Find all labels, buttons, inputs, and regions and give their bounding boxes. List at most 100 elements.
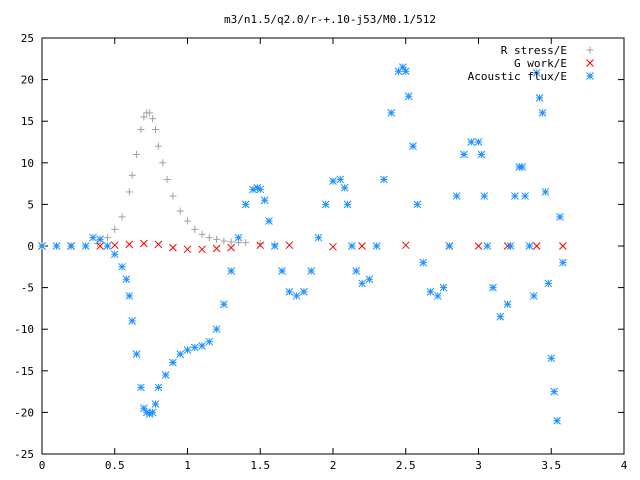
data-point bbox=[89, 233, 97, 242]
data-point bbox=[249, 185, 257, 194]
data-point bbox=[329, 242, 337, 251]
data-point bbox=[227, 238, 235, 246]
data-point bbox=[183, 346, 192, 354]
data-point bbox=[445, 242, 454, 250]
data-point bbox=[198, 230, 206, 238]
y-tick-label: -10 bbox=[14, 323, 34, 336]
data-point bbox=[480, 192, 489, 200]
data-point bbox=[242, 239, 250, 247]
data-point bbox=[483, 242, 492, 250]
data-point bbox=[191, 225, 199, 233]
data-point bbox=[213, 235, 221, 243]
data-point bbox=[348, 242, 356, 250]
y-tick-label: -25 bbox=[14, 448, 34, 461]
data-point bbox=[419, 258, 428, 267]
data-point bbox=[227, 243, 236, 252]
data-point bbox=[110, 241, 119, 250]
legend-marker bbox=[586, 46, 594, 54]
data-point bbox=[38, 242, 46, 250]
data-point bbox=[140, 113, 148, 121]
data-point bbox=[125, 292, 134, 300]
data-point bbox=[511, 192, 519, 200]
data-point bbox=[307, 267, 316, 275]
data-point bbox=[241, 200, 250, 209]
data-point bbox=[256, 185, 265, 194]
data-point bbox=[413, 200, 422, 209]
x-tick-label: 3 bbox=[475, 459, 482, 472]
data-point bbox=[506, 242, 515, 250]
data-point bbox=[256, 240, 264, 248]
data-point bbox=[151, 400, 160, 408]
data-point bbox=[278, 267, 286, 275]
data-point bbox=[128, 317, 137, 325]
data-point bbox=[198, 245, 206, 254]
data-point bbox=[128, 171, 136, 179]
data-point bbox=[137, 383, 145, 392]
data-point bbox=[169, 358, 177, 367]
chart-title: m3/n1.5/q2.0/r-+.10-j53/M0.1/512 bbox=[224, 13, 436, 26]
data-point bbox=[503, 300, 512, 309]
x-tick-label: 2 bbox=[330, 459, 337, 472]
data-point bbox=[169, 192, 177, 200]
data-point bbox=[125, 240, 134, 249]
data-point bbox=[220, 300, 228, 309]
data-point bbox=[532, 69, 541, 77]
y-tick-label: -5 bbox=[21, 282, 34, 295]
data-point bbox=[559, 258, 567, 267]
data-point bbox=[163, 175, 171, 183]
data-point bbox=[426, 287, 435, 296]
x-tick-label: 0.5 bbox=[105, 459, 125, 472]
data-point bbox=[489, 283, 497, 292]
data-point bbox=[133, 150, 141, 158]
data-point bbox=[149, 115, 157, 123]
series-0 bbox=[38, 109, 279, 250]
data-point bbox=[544, 279, 553, 288]
data-point bbox=[205, 337, 214, 346]
data-point bbox=[467, 138, 476, 146]
data-point bbox=[343, 200, 352, 209]
data-point bbox=[285, 287, 294, 296]
data-point bbox=[52, 242, 61, 250]
data-point bbox=[474, 138, 483, 146]
data-point bbox=[110, 250, 119, 259]
data-point bbox=[314, 233, 323, 242]
y-tick-label: 10 bbox=[21, 157, 34, 170]
x-tick-label: 0 bbox=[39, 459, 46, 472]
data-point bbox=[474, 242, 483, 250]
y-tick-label: 0 bbox=[27, 240, 34, 253]
data-point bbox=[321, 200, 330, 209]
data-point bbox=[96, 242, 105, 250]
data-point bbox=[336, 175, 345, 184]
data-point bbox=[398, 63, 407, 71]
data-point bbox=[404, 92, 413, 101]
legend-label: R stress/E bbox=[501, 44, 567, 57]
data-point bbox=[525, 242, 534, 250]
data-point bbox=[212, 244, 221, 253]
data-point bbox=[452, 192, 461, 200]
data-point bbox=[190, 343, 199, 352]
data-point bbox=[137, 126, 145, 134]
data-point bbox=[433, 292, 442, 300]
data-point bbox=[176, 207, 184, 215]
y-tick-label: 20 bbox=[21, 74, 34, 87]
x-tick-label: 2.5 bbox=[396, 459, 416, 472]
data-point bbox=[521, 192, 529, 200]
data-point bbox=[260, 196, 269, 205]
data-point bbox=[111, 225, 119, 233]
data-point bbox=[183, 245, 192, 254]
x-tick-label: 1.5 bbox=[250, 459, 270, 472]
data-point bbox=[154, 383, 163, 392]
data-point bbox=[550, 387, 559, 396]
data-point bbox=[285, 241, 294, 250]
y-tick-label: -15 bbox=[14, 365, 34, 378]
data-point bbox=[352, 267, 361, 275]
data-point bbox=[139, 239, 148, 248]
data-point bbox=[256, 241, 265, 250]
data-point bbox=[169, 243, 177, 252]
x-tick-label: 4 bbox=[621, 459, 628, 472]
data-point bbox=[146, 109, 154, 117]
x-tick-label: 3.5 bbox=[541, 459, 561, 472]
data-point bbox=[103, 234, 111, 242]
data-point bbox=[148, 408, 157, 417]
